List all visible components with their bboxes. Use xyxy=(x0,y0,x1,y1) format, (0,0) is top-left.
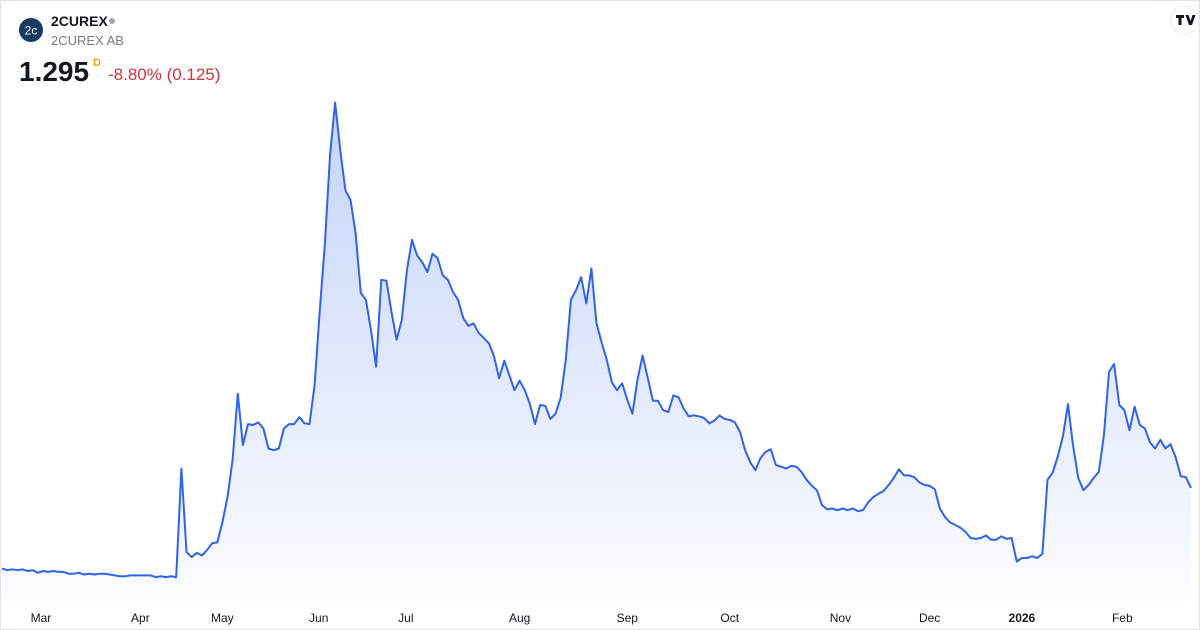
interval: D xyxy=(93,57,101,69)
company-name: 2CUREX AB xyxy=(51,33,124,48)
logo xyxy=(19,18,43,42)
x-tick-label: Aug xyxy=(509,611,530,625)
plot: Mar Apr May Jun Jul Aug Sep Oct Nov Dec 2026 Feb xyxy=(1,101,1192,625)
change: -8.80% (0.125) xyxy=(108,65,220,84)
price-line xyxy=(1,101,1192,579)
x-tick-label: Mar xyxy=(31,611,52,625)
x-tick-label: Sep xyxy=(617,611,639,625)
x-tick-label: Oct xyxy=(720,611,739,625)
x-tick-label: Jul xyxy=(398,611,413,625)
x-tick-label: Feb xyxy=(1112,611,1133,625)
symbol: 2CUREX xyxy=(51,13,108,29)
x-tick-label: Nov xyxy=(830,611,851,625)
x-tick-label: May xyxy=(211,611,234,625)
logo-text: 2c xyxy=(25,24,38,38)
status-dot xyxy=(109,18,115,24)
tv-logo xyxy=(1170,5,1200,35)
area-fill xyxy=(2,102,1191,601)
x-tick-label: Dec xyxy=(919,611,940,625)
x-tick-label: Jun xyxy=(309,611,328,625)
price: 1.295 xyxy=(19,56,89,87)
x-tick-label: Apr xyxy=(131,611,150,625)
x-tick-label: 2026 xyxy=(1009,611,1036,625)
